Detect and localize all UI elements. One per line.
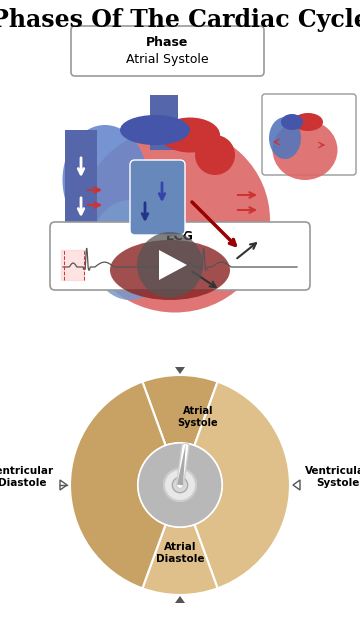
Circle shape [137, 232, 203, 298]
Text: Ventricular
Systole: Ventricular Systole [305, 466, 360, 488]
Text: Atrial Systole: Atrial Systole [126, 52, 209, 65]
Ellipse shape [110, 240, 230, 300]
Bar [65, 130, 97, 230]
Polygon shape [175, 367, 185, 374]
Bar [150, 95, 178, 150]
FancyBboxPatch shape [130, 160, 185, 235]
Wedge shape [70, 381, 166, 588]
FancyBboxPatch shape [71, 26, 264, 76]
Ellipse shape [160, 118, 220, 152]
FancyBboxPatch shape [262, 94, 356, 175]
Ellipse shape [281, 114, 303, 130]
Wedge shape [142, 375, 218, 445]
Circle shape [172, 477, 188, 493]
Ellipse shape [90, 200, 170, 300]
Circle shape [164, 469, 196, 501]
Text: Ventricular
Diastole: Ventricular Diastole [0, 466, 55, 488]
Text: Phases Of The Cardiac Cycle: Phases Of The Cardiac Cycle [0, 8, 360, 32]
Ellipse shape [273, 120, 338, 180]
Ellipse shape [269, 117, 301, 159]
Text: ECG: ECG [166, 230, 194, 243]
Text: Atrial
Diastole: Atrial Diastole [156, 543, 204, 564]
Ellipse shape [195, 135, 235, 175]
Wedge shape [194, 381, 290, 588]
Ellipse shape [63, 125, 148, 235]
Polygon shape [159, 250, 187, 280]
FancyBboxPatch shape [50, 222, 310, 290]
Wedge shape [138, 443, 222, 527]
Text: Phase: Phase [146, 35, 189, 49]
Polygon shape [177, 444, 186, 485]
Ellipse shape [80, 127, 270, 312]
Ellipse shape [293, 113, 323, 131]
Wedge shape [142, 524, 218, 595]
Text: Atrial
Systole: Atrial Systole [178, 406, 218, 428]
Ellipse shape [120, 115, 190, 145]
Polygon shape [175, 596, 185, 603]
